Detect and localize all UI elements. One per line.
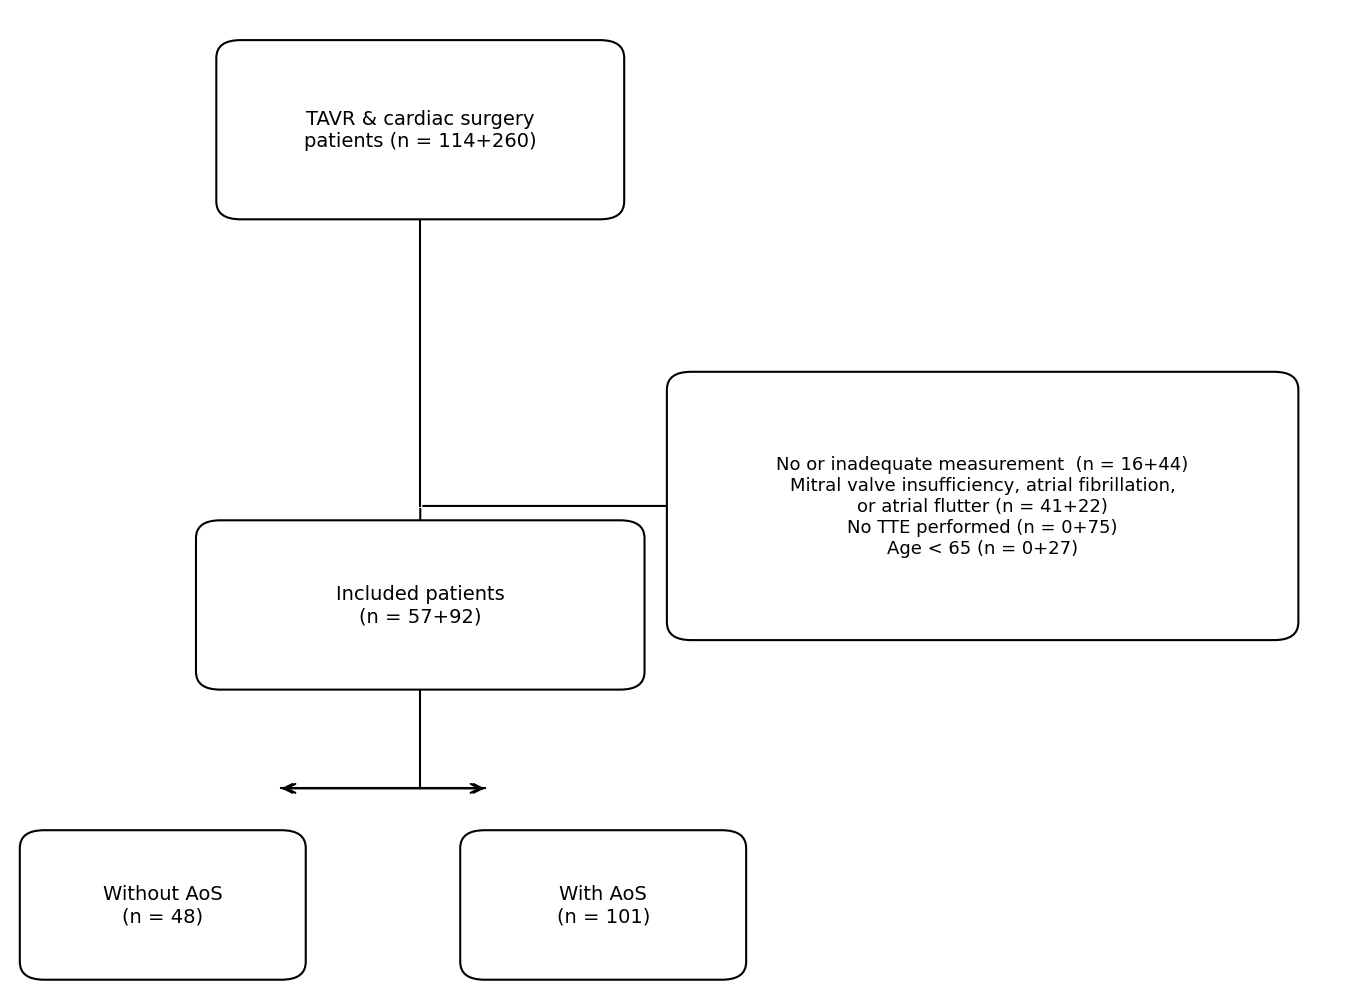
Text: Without AoS
(n = 48): Without AoS (n = 48) bbox=[103, 885, 223, 926]
FancyBboxPatch shape bbox=[667, 372, 1298, 641]
FancyBboxPatch shape bbox=[460, 830, 746, 980]
FancyBboxPatch shape bbox=[196, 521, 645, 690]
Text: With AoS
(n = 101): With AoS (n = 101) bbox=[557, 885, 650, 926]
Text: TAVR & cardiac surgery
patients (n = 114+260): TAVR & cardiac surgery patients (n = 114… bbox=[304, 110, 537, 151]
FancyBboxPatch shape bbox=[216, 41, 624, 220]
Text: Included patients
(n = 57+92): Included patients (n = 57+92) bbox=[335, 585, 505, 626]
FancyBboxPatch shape bbox=[19, 830, 305, 980]
Text: No or inadequate measurement  (n = 16+44)
Mitral valve insufficiency, atrial fib: No or inadequate measurement (n = 16+44)… bbox=[776, 456, 1188, 557]
